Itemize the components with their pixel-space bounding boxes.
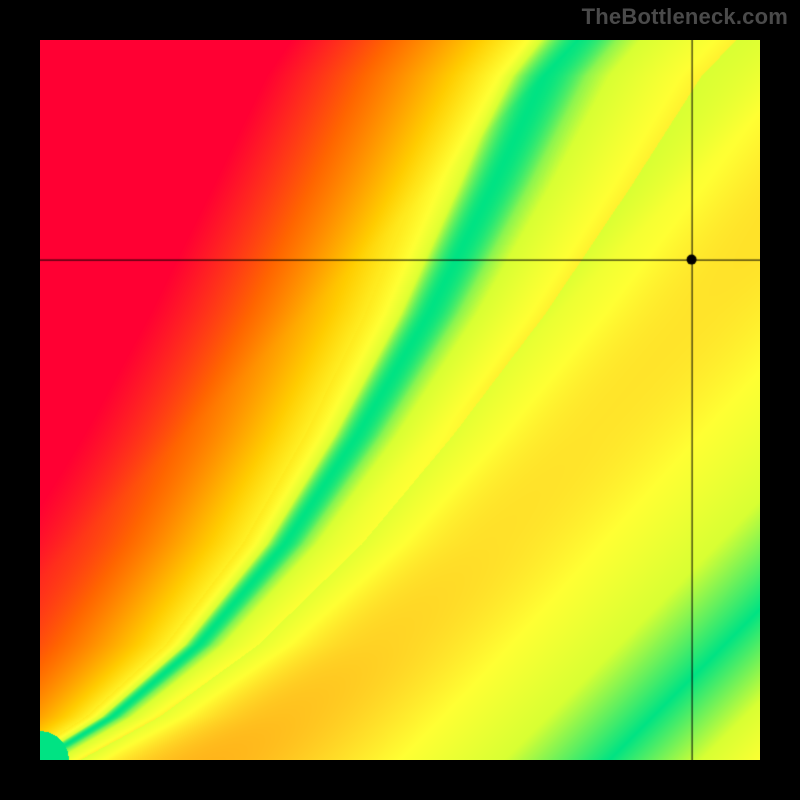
plot-area — [40, 40, 760, 760]
chart-container: TheBottleneck.com — [0, 0, 800, 800]
heatmap-canvas — [40, 40, 760, 760]
watermark-text: TheBottleneck.com — [582, 4, 788, 30]
